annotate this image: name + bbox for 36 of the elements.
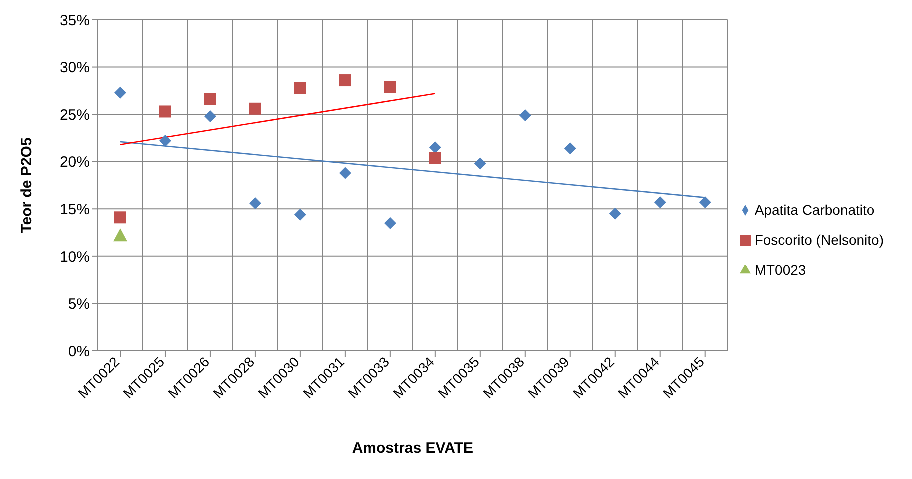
y-tick-label: 35% (60, 12, 90, 30)
point (294, 208, 306, 221)
point (339, 74, 352, 87)
y-tick-label: 5% (68, 296, 90, 314)
point (654, 196, 666, 209)
point (294, 82, 306, 94)
point (339, 167, 352, 180)
point (204, 93, 216, 106)
legend-label: Apatita Carbonatito (754, 202, 875, 218)
point (113, 228, 128, 242)
y-tick-label: 15% (60, 201, 90, 218)
point (249, 102, 262, 115)
point (114, 86, 126, 99)
point (114, 212, 126, 224)
point (429, 142, 442, 154)
point (159, 135, 172, 148)
point (519, 110, 532, 122)
point (159, 106, 172, 118)
point (429, 152, 442, 164)
point (384, 217, 396, 230)
y-tick-label: 0% (68, 343, 90, 360)
point (204, 110, 216, 122)
y-tick-label: 10% (60, 248, 90, 266)
x-axis-title: Amostras EVATE (352, 440, 474, 457)
y-tick-label: 25% (60, 106, 90, 124)
point (699, 196, 712, 209)
point (384, 81, 396, 94)
y-axis-title: Teor de P2O5 (18, 138, 36, 234)
point (609, 208, 622, 220)
point (474, 158, 486, 170)
point (249, 197, 262, 210)
legend-label: MT0023 (754, 262, 806, 278)
y-tick-label: 20% (60, 154, 90, 172)
y-tick-label: 30% (60, 60, 90, 77)
legend-label: Foscorito (Nelsonito) (754, 232, 884, 248)
point (564, 142, 576, 155)
